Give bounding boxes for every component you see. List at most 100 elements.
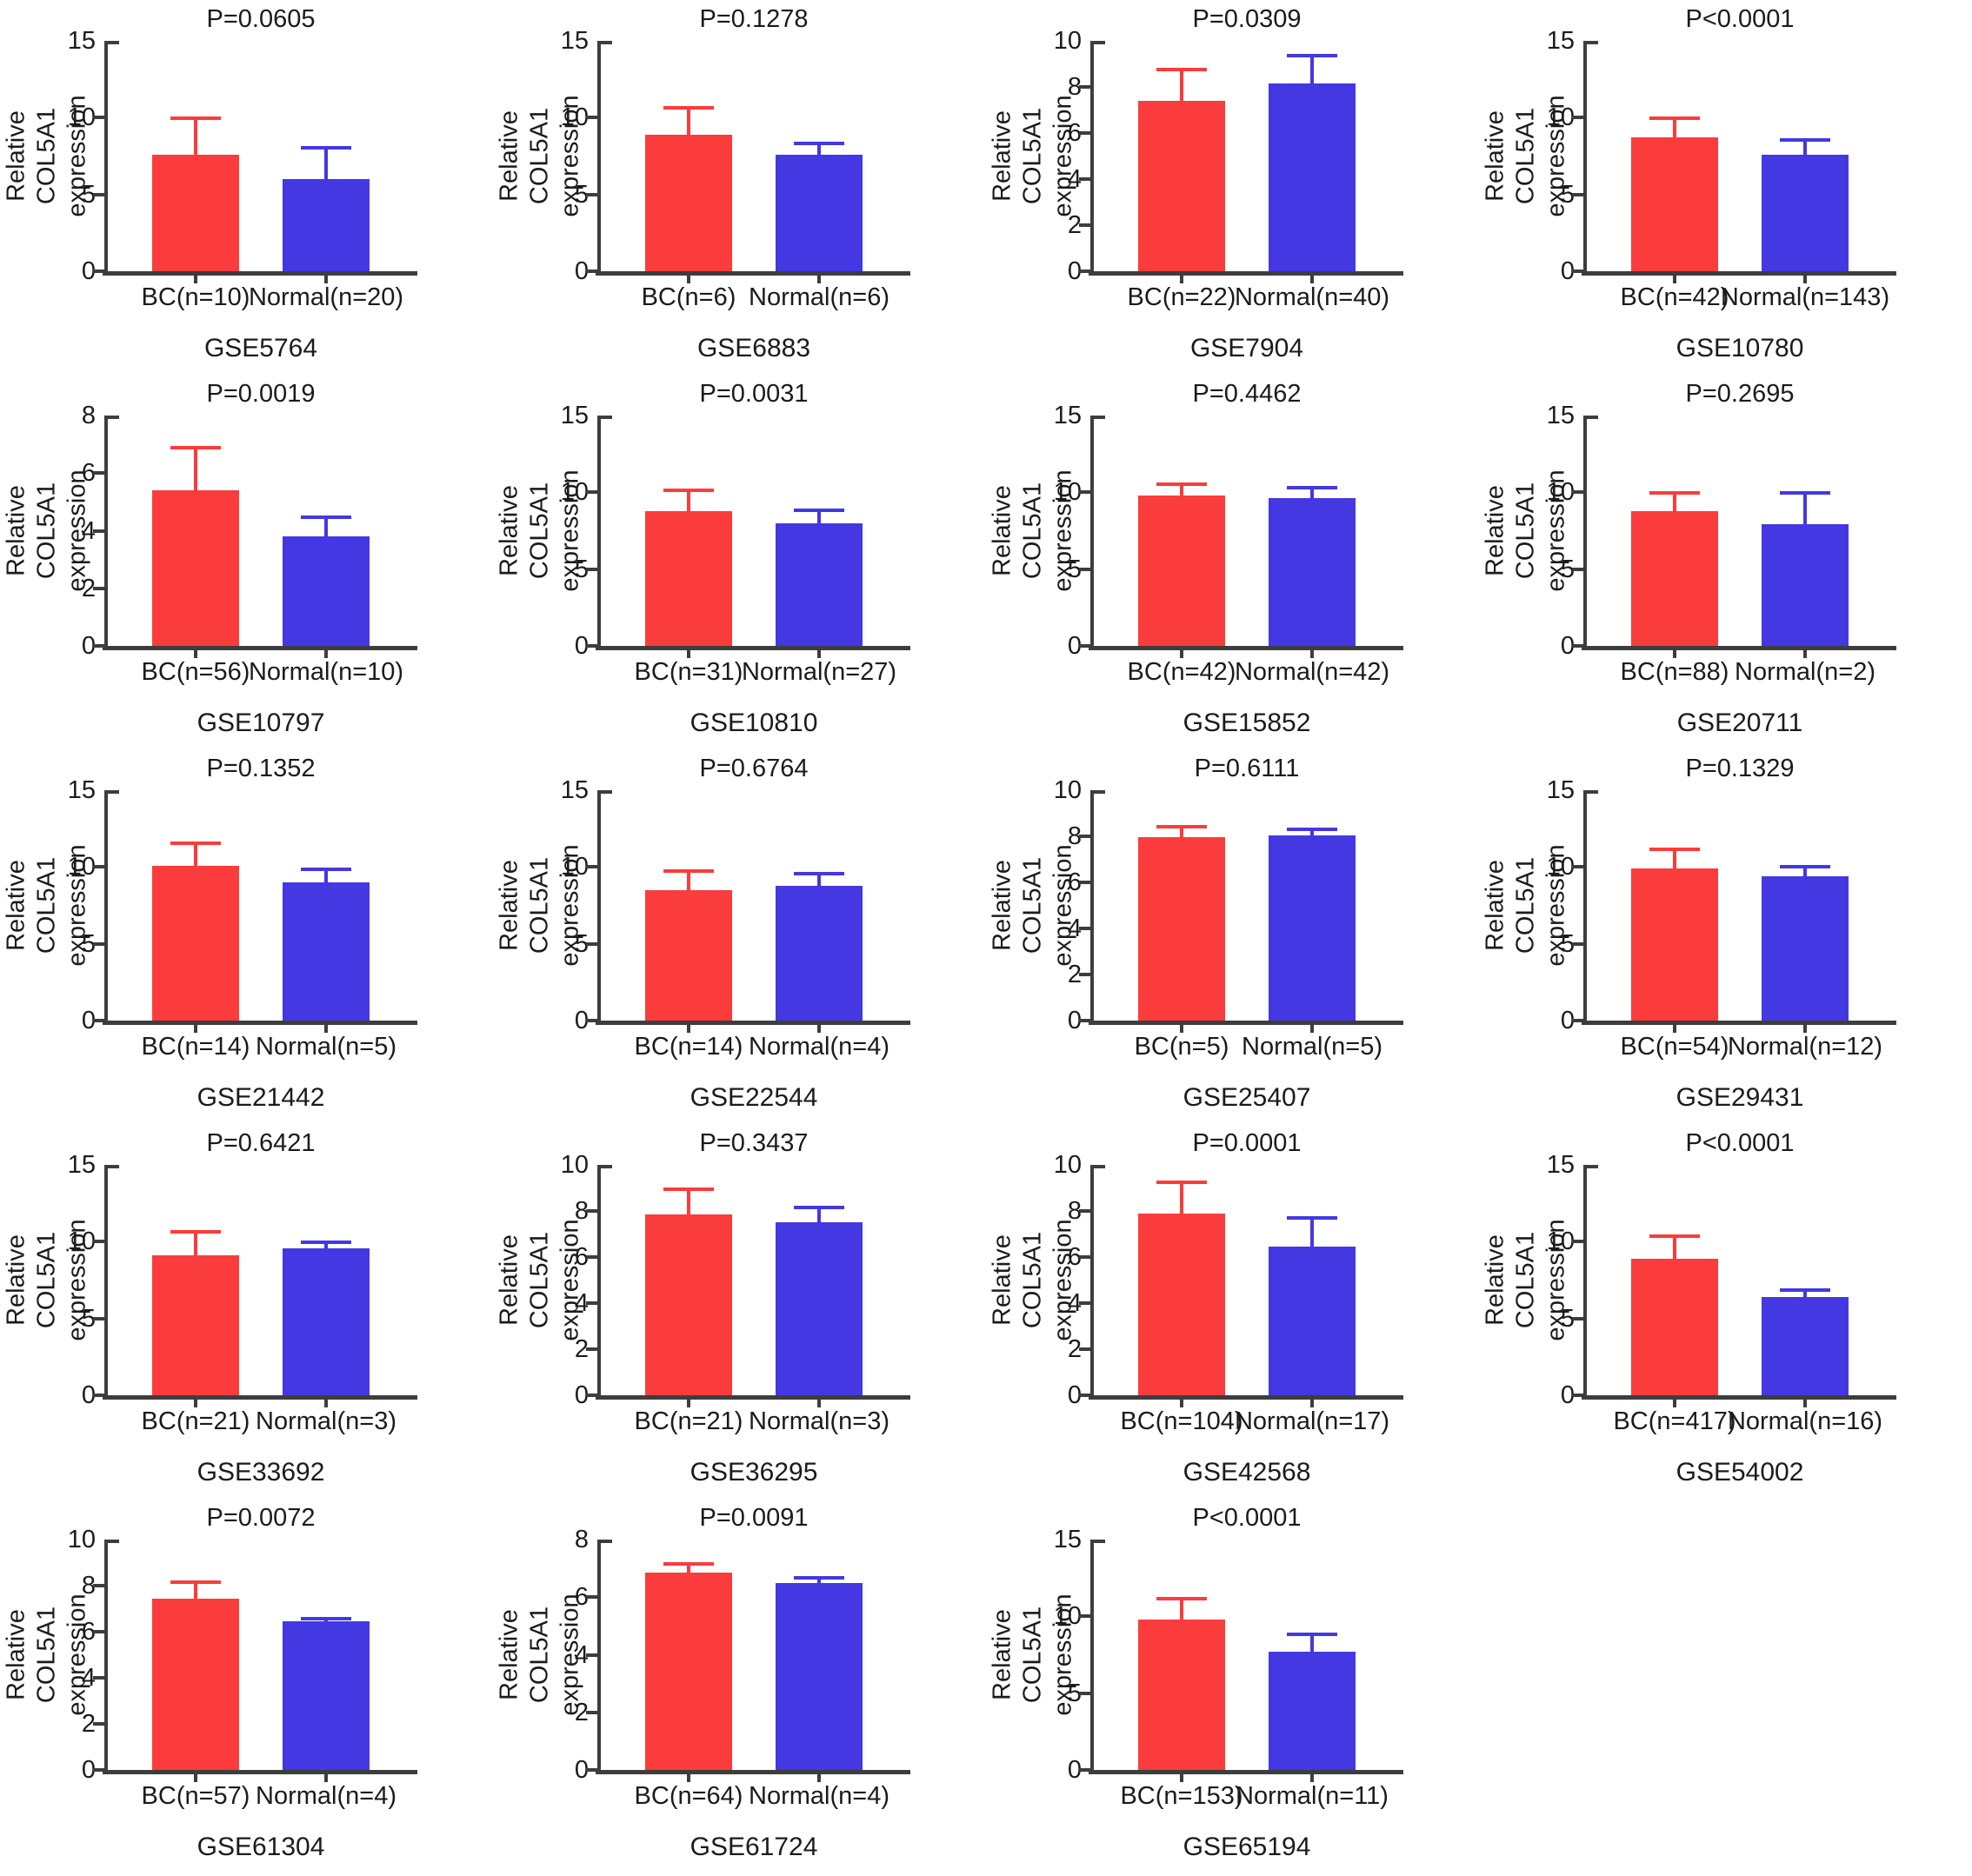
chart-panel-gse15852: P=0.4462 Relative COL5A1 expression 0 5 10…	[986, 376, 1479, 751]
y-axis-title: Relative COL5A1 expression	[989, 1540, 1077, 1770]
y-tick-label: 8	[574, 1526, 589, 1553]
y-tick-label: 2	[574, 1335, 589, 1363]
bar-bc	[152, 1598, 239, 1770]
y-axis-title-text: Relative COL5A1 expression	[2, 1593, 91, 1716]
bar-normal	[1269, 1651, 1356, 1770]
y-tick-label: 15	[1053, 1526, 1082, 1553]
x-axis-line	[1089, 271, 1403, 276]
bar-bc	[1138, 1213, 1225, 1395]
x-category-label: BC(n=104)	[1120, 1407, 1243, 1435]
x-axis-line	[1089, 1021, 1403, 1025]
y-tick-label: 0	[574, 1381, 589, 1409]
y-tick	[1572, 1316, 1583, 1321]
y-axis-line	[597, 416, 601, 649]
p-value-label: P<0.0001	[1192, 1504, 1302, 1532]
y-tick-label: 0	[81, 1756, 96, 1784]
error-bar-cap	[170, 446, 221, 450]
x-category-label: BC(n=6)	[641, 283, 736, 311]
x-axis-line	[103, 1395, 417, 1400]
p-value-label: P=0.2695	[1685, 380, 1795, 408]
x-category-label: Normal(n=3)	[749, 1407, 889, 1435]
y-axis-line	[104, 790, 108, 1024]
x-category-label: BC(n=31)	[634, 658, 743, 686]
y-tick	[93, 865, 104, 869]
y-tick	[601, 790, 612, 794]
y-tick-label: 2	[574, 1698, 589, 1726]
x-tick	[324, 1400, 328, 1407]
y-axis-line	[104, 416, 108, 649]
x-category-label: Normal(n=6)	[749, 283, 889, 311]
y-tick	[1572, 116, 1583, 120]
y-axis-title-text: Relative COL5A1 expression	[988, 95, 1077, 217]
error-bar-vertical	[1310, 1216, 1314, 1247]
x-axis-line	[103, 1021, 417, 1025]
y-tick-label: 0	[574, 257, 589, 285]
y-tick-label: 10	[1546, 853, 1575, 881]
x-category-label: Normal(n=2)	[1735, 658, 1875, 686]
x-axis-line	[1582, 646, 1896, 650]
chart-panel-gse54002: P<0.0001 Relative COL5A1 expression 0 5 10…	[1479, 1126, 1972, 1500]
y-tick	[586, 1710, 597, 1714]
error-bar-cap	[1287, 53, 1337, 57]
error-bar-cap	[1649, 116, 1700, 121]
y-axis-title: Relative COL5A1 expression	[1482, 1165, 1570, 1395]
x-tick	[1310, 650, 1314, 658]
y-tick-label: 10	[1053, 1151, 1082, 1179]
y-tick	[1094, 416, 1105, 419]
chart-panel-gse61304: P=0.0072 Relative COL5A1 expression 0 2 4 6…	[0, 1500, 493, 1875]
y-tick	[586, 1653, 597, 1657]
x-tick	[1803, 1400, 1807, 1407]
bar-bc	[1631, 868, 1718, 1021]
p-value-label: P=0.1352	[206, 755, 316, 782]
x-category-label: BC(n=42)	[1127, 658, 1236, 686]
error-bar-vertical	[1310, 1633, 1314, 1652]
error-bar-vertical	[1180, 68, 1183, 101]
error-bar-cap	[794, 508, 844, 512]
y-tick-label: 2	[81, 1710, 96, 1738]
x-category-label: BC(n=153)	[1120, 1782, 1243, 1810]
error-bar-vertical	[817, 1206, 821, 1223]
error-bar-cap	[1287, 827, 1337, 831]
y-tick	[108, 416, 119, 419]
y-tick-label: 0	[1560, 1381, 1575, 1409]
x-category-label: Normal(n=40)	[1234, 283, 1390, 311]
error-bar-vertical	[1673, 117, 1676, 138]
y-tick-label: 0	[1067, 257, 1082, 285]
error-bar-vertical	[817, 1577, 821, 1583]
y-axis-title: Relative COL5A1 expression	[496, 416, 584, 646]
bar-normal	[776, 1582, 863, 1770]
dataset-label: GSE21442	[197, 1083, 325, 1112]
error-bar-vertical	[194, 842, 197, 866]
y-tick-label: 15	[1053, 402, 1082, 429]
error-bar-cap	[1287, 1632, 1337, 1636]
error-bar-cap	[170, 1580, 221, 1584]
y-tick	[586, 644, 597, 648]
y-tick	[586, 1301, 597, 1305]
error-bar-vertical	[1803, 492, 1807, 525]
p-value-label: P=0.0072	[206, 1504, 316, 1532]
y-tick-label: 15	[67, 27, 96, 55]
y-tick-label: 0	[1560, 632, 1575, 660]
error-bar-cap	[301, 868, 351, 872]
y-tick	[93, 941, 104, 946]
x-category-label: BC(n=54)	[1620, 1033, 1729, 1061]
error-bar-vertical	[324, 516, 328, 537]
x-tick	[194, 1025, 197, 1033]
y-tick-label: 15	[1546, 1151, 1575, 1179]
y-axis-line	[597, 1540, 601, 1773]
bar-normal	[776, 522, 863, 646]
y-tick-label: 10	[1053, 1602, 1082, 1631]
bar-bc	[645, 134, 732, 271]
dataset-label: GSE54002	[1676, 1458, 1804, 1487]
error-bar-vertical	[194, 1580, 197, 1599]
y-tick	[108, 41, 119, 44]
bar-normal	[1762, 875, 1849, 1021]
x-tick	[1180, 650, 1183, 658]
chart-panel-gse6883: P=0.1278 Relative COL5A1 expression 0 5 10…	[493, 2, 986, 376]
y-axis-title: Relative COL5A1 expression	[3, 41, 91, 271]
error-bar-cap	[1649, 491, 1700, 496]
y-tick-label: 10	[67, 853, 96, 881]
p-value-label: P<0.0001	[1685, 1129, 1795, 1157]
dataset-label: GSE29431	[1676, 1083, 1804, 1112]
y-tick-label: 4	[574, 1640, 589, 1669]
